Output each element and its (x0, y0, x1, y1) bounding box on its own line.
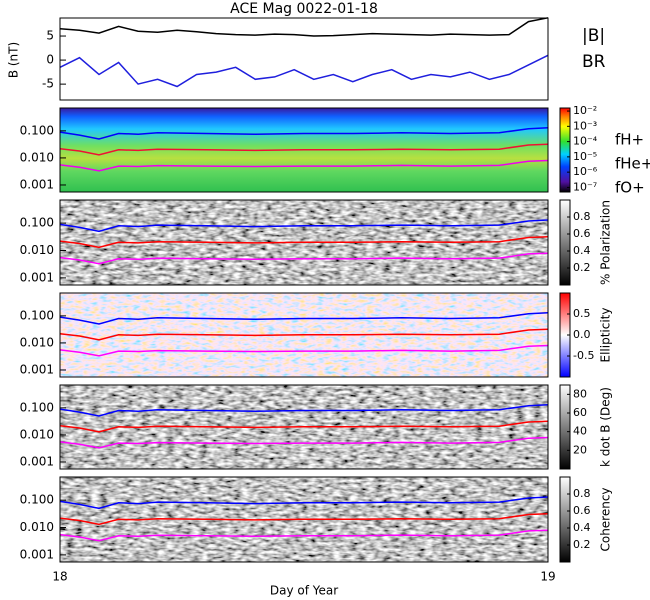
y-tick-label: 0.010 (20, 335, 54, 349)
y-tick-label: 0.001 (20, 454, 54, 468)
plot-frame (59, 17, 549, 101)
chart-title: ACE Mag 0022-01-18 (230, 1, 378, 17)
y-tick-label: 0.100 (20, 400, 54, 414)
series-line (59, 404, 549, 417)
series-line (59, 235, 549, 249)
legend-label: fHe+ (615, 155, 650, 173)
series-line (59, 54, 549, 88)
colorbar-tick-label: 10⁻⁵ (573, 150, 597, 163)
colorbar-tick-label: 0.2 (573, 261, 591, 274)
series-line (59, 529, 549, 542)
plot-frame (59, 199, 549, 286)
colorbar-tick-label: 80 (573, 387, 587, 400)
y-tick-label: 0.001 (20, 362, 54, 376)
y-tick-label: 0.001 (20, 177, 54, 191)
colorbar-tick-label: 10⁻⁴ (573, 135, 598, 148)
colorbar-tick-label: 10⁻⁷ (573, 180, 597, 193)
colorbar-label: Ellipticity (599, 308, 613, 363)
plot-frame (59, 476, 549, 563)
series-line (59, 496, 549, 510)
series-line (59, 219, 549, 233)
legend-label: fH+ (615, 131, 644, 149)
y-tick-label: 0.001 (20, 547, 54, 561)
colorbar-label: Coherency (599, 487, 613, 551)
colorbar-tick-label: 0.8 (573, 487, 591, 500)
series-line (59, 436, 549, 449)
y-tick-label: 0.010 (20, 150, 54, 164)
colorbar (559, 384, 571, 470)
colorbar-tick-label: 60 (573, 406, 587, 419)
series-line (59, 328, 549, 341)
y-tick-label: 0.100 (20, 493, 54, 507)
colorbar-tick-label: 10⁻² (573, 104, 597, 117)
legend-label: BR (582, 52, 606, 72)
y-tick-label: 5 (46, 29, 54, 43)
y-tick-label: 0.100 (20, 308, 54, 322)
colorbar-tick-label: 0.5 (573, 307, 591, 320)
colorbar-tick-label: 10⁻³ (573, 119, 597, 132)
colorbar-tick-label: 0.8 (573, 210, 591, 223)
series-line (59, 344, 549, 357)
plot-frame (59, 107, 549, 193)
legend-label: |B| (582, 26, 605, 46)
y-tick-label: 0.100 (20, 216, 54, 230)
series-line (59, 143, 549, 156)
x-tick-label: 18 (52, 570, 67, 584)
x-tick-label: 19 (540, 570, 555, 584)
colorbar-tick-label: 20 (573, 443, 587, 456)
colorbar (559, 476, 571, 563)
colorbar (559, 199, 571, 286)
colorbar-label: % Polarization (599, 200, 613, 285)
series-line (59, 159, 549, 172)
y-tick-label: 0.010 (20, 520, 54, 534)
series-line (59, 17, 549, 37)
colorbar-tick-label: -0.5 (573, 349, 594, 362)
y-tick-label: 0 (46, 53, 54, 67)
series-line (59, 512, 549, 526)
legend-label: fO+ (615, 179, 645, 197)
series-line (59, 127, 549, 140)
colorbar-tick-label: 0.6 (573, 504, 591, 517)
x-axis-label: Day of Year (270, 584, 338, 598)
y-tick-label: 0.100 (20, 123, 54, 137)
colorbar-tick-label: 0.6 (573, 227, 591, 240)
plot-frame (59, 384, 549, 470)
colorbar-tick-label: 0.0 (573, 328, 591, 341)
colorbar-tick-label: 0.4 (573, 244, 591, 257)
colorbar-tick-label: 0.2 (573, 538, 591, 551)
colorbar-tick-label: 0.4 (573, 521, 591, 534)
y-tick-label: 0.001 (20, 270, 54, 284)
plot-frame (59, 292, 549, 378)
y-tick-label: 0.010 (20, 427, 54, 441)
colorbar-tick-label: 10⁻⁶ (573, 165, 598, 178)
series-line (59, 420, 549, 433)
colorbar-label: k dot B (Deg) (599, 387, 613, 467)
y-tick-label: -5 (42, 77, 54, 91)
series-line (59, 312, 549, 325)
colorbar (559, 107, 571, 193)
colorbar-tick-label: 40 (573, 425, 587, 438)
y-axis-label: B (nT) (7, 42, 21, 78)
series-line (59, 252, 549, 265)
y-tick-label: 0.010 (20, 243, 54, 257)
